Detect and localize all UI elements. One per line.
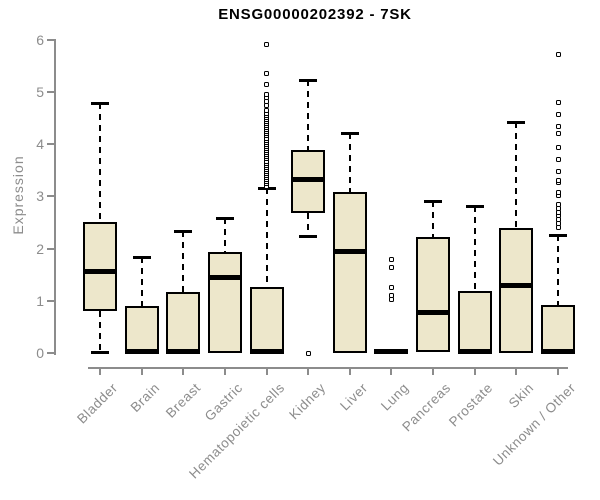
box-pancreas xyxy=(416,236,451,352)
median-kidney xyxy=(291,176,326,182)
outlier-lung xyxy=(388,297,394,303)
x-axis-tick xyxy=(223,369,226,375)
outlier-lung xyxy=(388,285,394,291)
y-tick-label: 5 xyxy=(36,84,44,101)
x-axis-tick xyxy=(390,369,393,375)
outlier-unknown-other xyxy=(555,178,561,184)
upper-whisker-pancreas xyxy=(432,201,435,237)
upper-whisker-cap-bladder xyxy=(91,101,109,105)
box-unknown-other xyxy=(541,305,576,353)
box-skin xyxy=(499,228,534,353)
outlier-hematopoietic-cells xyxy=(264,81,270,87)
y-tick-label: 4 xyxy=(36,136,44,153)
upper-whisker-kidney xyxy=(307,80,310,150)
x-axis-tick xyxy=(140,369,143,375)
x-axis-tick xyxy=(473,369,476,375)
lower-whisker-bladder xyxy=(99,311,101,352)
y-tick-label: 3 xyxy=(36,188,44,205)
x-axis-tick xyxy=(182,369,185,375)
outlier-hematopoietic-cells xyxy=(264,108,270,114)
median-lung xyxy=(374,349,409,355)
outlier-unknown-other xyxy=(555,169,561,175)
y-axis-tick xyxy=(47,352,54,354)
y-axis-tick xyxy=(47,91,54,94)
median-skin xyxy=(499,282,534,288)
y-tick-label: 6 xyxy=(36,31,44,48)
y-axis-tick xyxy=(47,195,54,198)
median-bladder xyxy=(83,268,117,274)
box-prostate xyxy=(457,290,492,353)
outlier-unknown-other xyxy=(555,145,561,151)
box-bladder xyxy=(83,221,117,312)
upper-whisker-prostate xyxy=(473,205,476,291)
upper-whisker-skin xyxy=(515,122,518,229)
outlier-lung xyxy=(388,265,394,271)
box-brain xyxy=(124,306,159,353)
outlier-unknown-other xyxy=(555,99,561,105)
upper-whisker-gastric xyxy=(223,218,226,252)
upper-whisker-cap-skin xyxy=(507,121,526,125)
upper-whisker-bladder xyxy=(99,102,101,222)
x-axis-tick xyxy=(432,369,435,375)
outlier-unknown-other xyxy=(555,111,561,117)
upper-whisker-brain xyxy=(140,257,143,307)
y-axis-tick xyxy=(47,38,54,41)
median-liver xyxy=(332,248,367,254)
outlier-unknown-other xyxy=(555,123,561,129)
median-breast xyxy=(166,348,201,354)
x-axis-tick xyxy=(515,369,518,375)
outlier-hematopoietic-cells xyxy=(264,41,270,47)
box-liver xyxy=(332,192,367,353)
median-hematopoietic-cells xyxy=(249,348,284,354)
median-gastric xyxy=(207,274,242,280)
outlier-unknown-other xyxy=(555,202,561,208)
median-prostate xyxy=(457,348,492,354)
chart-title: ENSG00000202392 - 7SK xyxy=(218,6,412,23)
x-axis-tick xyxy=(557,369,560,375)
x-axis-line xyxy=(88,367,568,369)
outlier-kidney xyxy=(305,350,311,356)
upper-whisker-cap-hematopoietic-cells xyxy=(257,187,276,191)
upper-whisker-cap-brain xyxy=(132,256,151,259)
y-axis-tick xyxy=(47,247,54,250)
y-tick-label: 2 xyxy=(36,240,44,257)
upper-whisker-cap-gastric xyxy=(215,217,234,221)
upper-whisker-breast xyxy=(182,231,185,292)
box-breast xyxy=(166,291,201,353)
upper-whisker-liver xyxy=(348,132,351,193)
x-axis-tick xyxy=(307,369,310,375)
upper-whisker-hematopoietic-cells xyxy=(265,188,268,288)
outlier-unknown-other xyxy=(555,51,561,57)
outlier-unknown-other xyxy=(555,189,561,195)
x-axis-tick xyxy=(265,369,268,375)
outlier-unknown-other xyxy=(555,157,561,163)
median-pancreas xyxy=(416,310,451,316)
median-brain xyxy=(124,348,159,354)
y-axis-line xyxy=(54,38,56,355)
y-tick-label: 0 xyxy=(36,345,44,361)
box-gastric xyxy=(207,251,242,353)
upper-whisker-cap-kidney xyxy=(299,79,318,83)
x-axis-tick xyxy=(99,369,101,375)
y-tick-label: 1 xyxy=(36,292,44,309)
upper-whisker-cap-breast xyxy=(174,230,193,234)
upper-whisker-unknown-other xyxy=(557,235,560,305)
outlier-unknown-other xyxy=(555,131,561,137)
upper-whisker-cap-unknown-other xyxy=(549,234,568,238)
x-axis-tick xyxy=(348,369,351,375)
lower-whisker-cap-bladder xyxy=(91,350,109,354)
lower-whisker-kidney xyxy=(307,213,310,236)
y-axis-tick xyxy=(47,143,54,146)
box-hematopoietic-cells xyxy=(249,287,284,353)
upper-whisker-cap-pancreas xyxy=(424,200,443,204)
outlier-hematopoietic-cells xyxy=(264,70,270,76)
lower-whisker-cap-kidney xyxy=(299,234,318,238)
outlier-hematopoietic-cells xyxy=(264,91,270,97)
median-unknown-other xyxy=(541,348,576,354)
y-axis-tick xyxy=(47,299,54,302)
outlier-lung xyxy=(388,256,394,262)
upper-whisker-cap-liver xyxy=(340,131,359,135)
upper-whisker-cap-prostate xyxy=(465,204,484,208)
